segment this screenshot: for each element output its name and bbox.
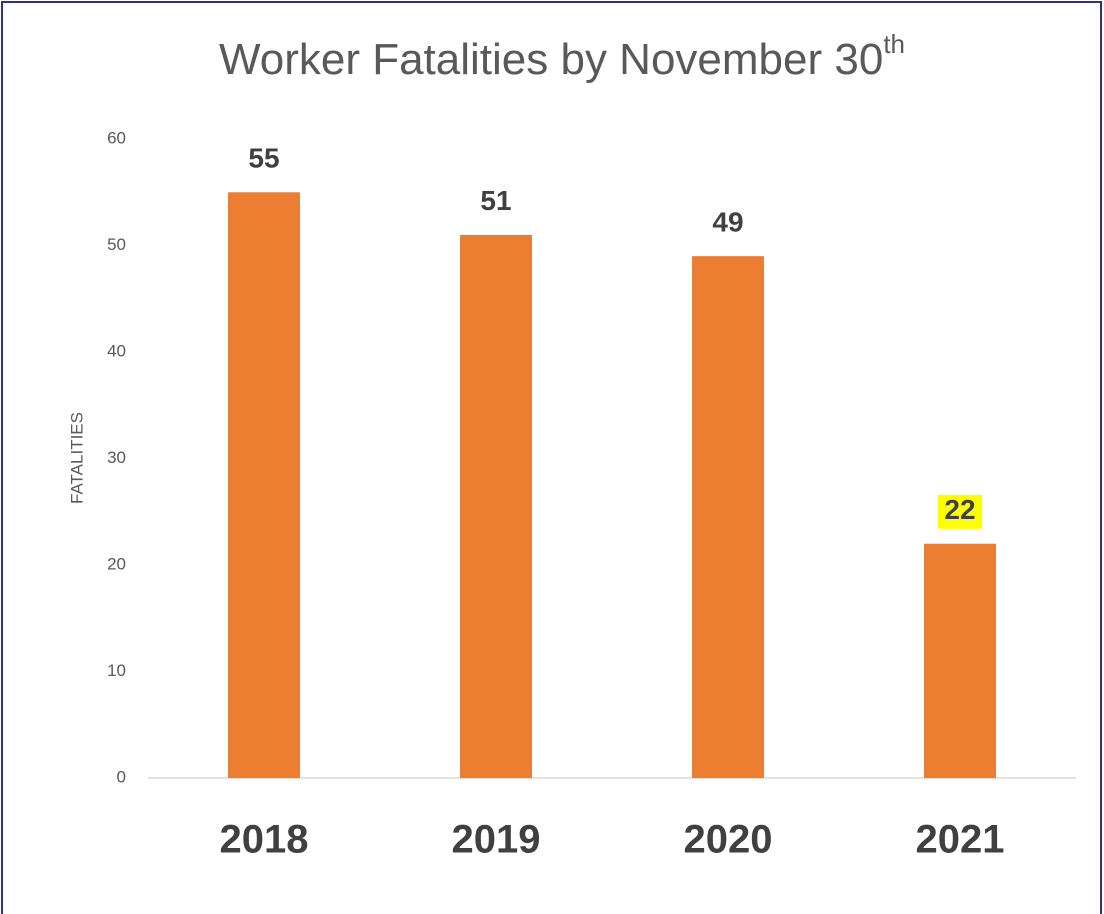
y-tick-label: 40 xyxy=(107,341,126,360)
chart-title: Worker Fatalities by November 30th xyxy=(219,29,905,84)
bar xyxy=(692,256,764,778)
data-label: 49 xyxy=(712,207,743,238)
bar xyxy=(228,192,300,778)
y-tick-label: 30 xyxy=(107,448,126,467)
x-tick-label: 2018 xyxy=(220,818,309,862)
y-tick-label: 0 xyxy=(117,767,126,786)
data-label: 51 xyxy=(480,185,511,216)
data-label: 22 xyxy=(944,494,975,525)
x-tick-label: 2019 xyxy=(452,818,541,862)
x-tick-label: 2020 xyxy=(684,818,773,862)
data-label: 55 xyxy=(248,143,279,174)
y-tick-label: 50 xyxy=(107,235,126,254)
y-axis-label: FATALITIES xyxy=(67,412,86,504)
title-text: Worker Fatalities by November 30 xyxy=(219,35,883,84)
y-tick-label: 20 xyxy=(107,554,126,573)
title-superscript: th xyxy=(883,29,905,59)
bar xyxy=(924,543,996,778)
x-tick-label: 2021 xyxy=(916,818,1005,862)
label-highlight xyxy=(938,494,982,529)
bar xyxy=(460,234,532,779)
y-tick-label: 10 xyxy=(107,661,126,680)
y-tick-label: 60 xyxy=(107,128,126,147)
